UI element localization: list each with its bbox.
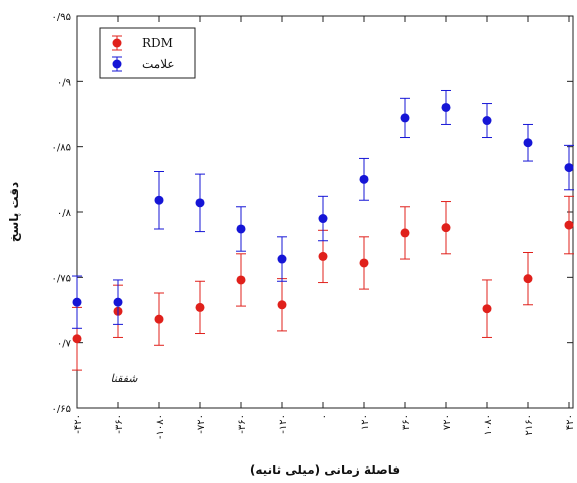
legend-marker [112, 38, 122, 48]
x-tick-label: ۱۲۰ [360, 414, 371, 430]
y-tick-label: ۰/۹ [57, 77, 71, 88]
x-tick-label: ۲۱۶۰ [524, 414, 535, 435]
x-tick-label: ۴۲۰ [565, 414, 576, 430]
y-axis-ticks: ۰/۶۵ ۰/۷ ۰/۷۵ ۰/۸ ۰/۸۵ ۰/۹ ۰/۹۵ [52, 12, 573, 415]
y-tick-label: ۰/۶۵ [52, 404, 71, 415]
y-tick-label: ۰/۸ [57, 208, 72, 219]
x-tick-label: -۳۶۰ [114, 414, 125, 434]
x-tick-label: -۳۶۰ [237, 414, 248, 434]
data-point [400, 113, 410, 123]
x-tick-label: -۴۲۰ [73, 414, 84, 434]
y-axis-title: دقت پاسخ [7, 182, 21, 242]
data-point [113, 297, 123, 307]
legend-label: علامت [142, 57, 175, 71]
y-tick-label: ۰/۸۵ [52, 143, 71, 154]
data-point [318, 214, 328, 224]
data-point [195, 302, 205, 312]
legend-marker [112, 59, 122, 69]
data-point [359, 258, 369, 268]
data-point [482, 116, 492, 126]
y-tick-label: ۰/۷ [57, 339, 72, 350]
data-series [72, 89, 574, 371]
data-point [72, 297, 82, 307]
data-point [154, 314, 164, 324]
data-point [236, 224, 246, 234]
x-tick-label: -۱۲۰ [278, 414, 289, 434]
series-rdm [72, 195, 574, 371]
data-point [564, 220, 574, 230]
data-point [400, 228, 410, 238]
x-tick-label: ۰ [319, 414, 330, 419]
data-point [441, 223, 451, 233]
legend: RDM علامت [99, 27, 196, 79]
data-point [523, 274, 533, 284]
series-alamat [72, 89, 574, 329]
y-tick-label: ۰/۹۵ [52, 12, 71, 23]
data-point [523, 138, 533, 148]
data-point [441, 102, 451, 112]
x-tick-label: ۷۲۰ [442, 414, 453, 430]
data-point [195, 198, 205, 208]
data-point [277, 300, 287, 310]
legend-label: RDM [142, 36, 173, 50]
x-tick-label: ۱۰۸۰ [483, 414, 494, 435]
data-point [236, 275, 246, 285]
data-point [564, 163, 574, 173]
data-point [482, 304, 492, 314]
x-tick-label: ۳۶۰ [401, 414, 412, 430]
x-axis-title: فاصلهٔ زمانی (میلی ثانیه) [250, 463, 400, 477]
x-tick-label: -۷۲۰ [196, 414, 207, 434]
watermark: شفقنا [110, 372, 138, 385]
x-axis-ticks: -۴۲۰ -۳۶۰ -۱۰۸۰ -۷۲۰ -۳۶۰ -۱۲۰ ۰ ۱۲۰ ۳۶۰ ۷۲۰ ۱۰۸۰ ۲… [73, 16, 576, 439]
data-point [359, 174, 369, 184]
data-point [154, 195, 164, 205]
data-point [72, 334, 82, 344]
data-point [277, 254, 287, 264]
data-point [318, 251, 328, 261]
x-tick-label: -۱۰۸۰ [155, 414, 166, 439]
y-tick-label: ۰/۷۵ [52, 273, 71, 284]
